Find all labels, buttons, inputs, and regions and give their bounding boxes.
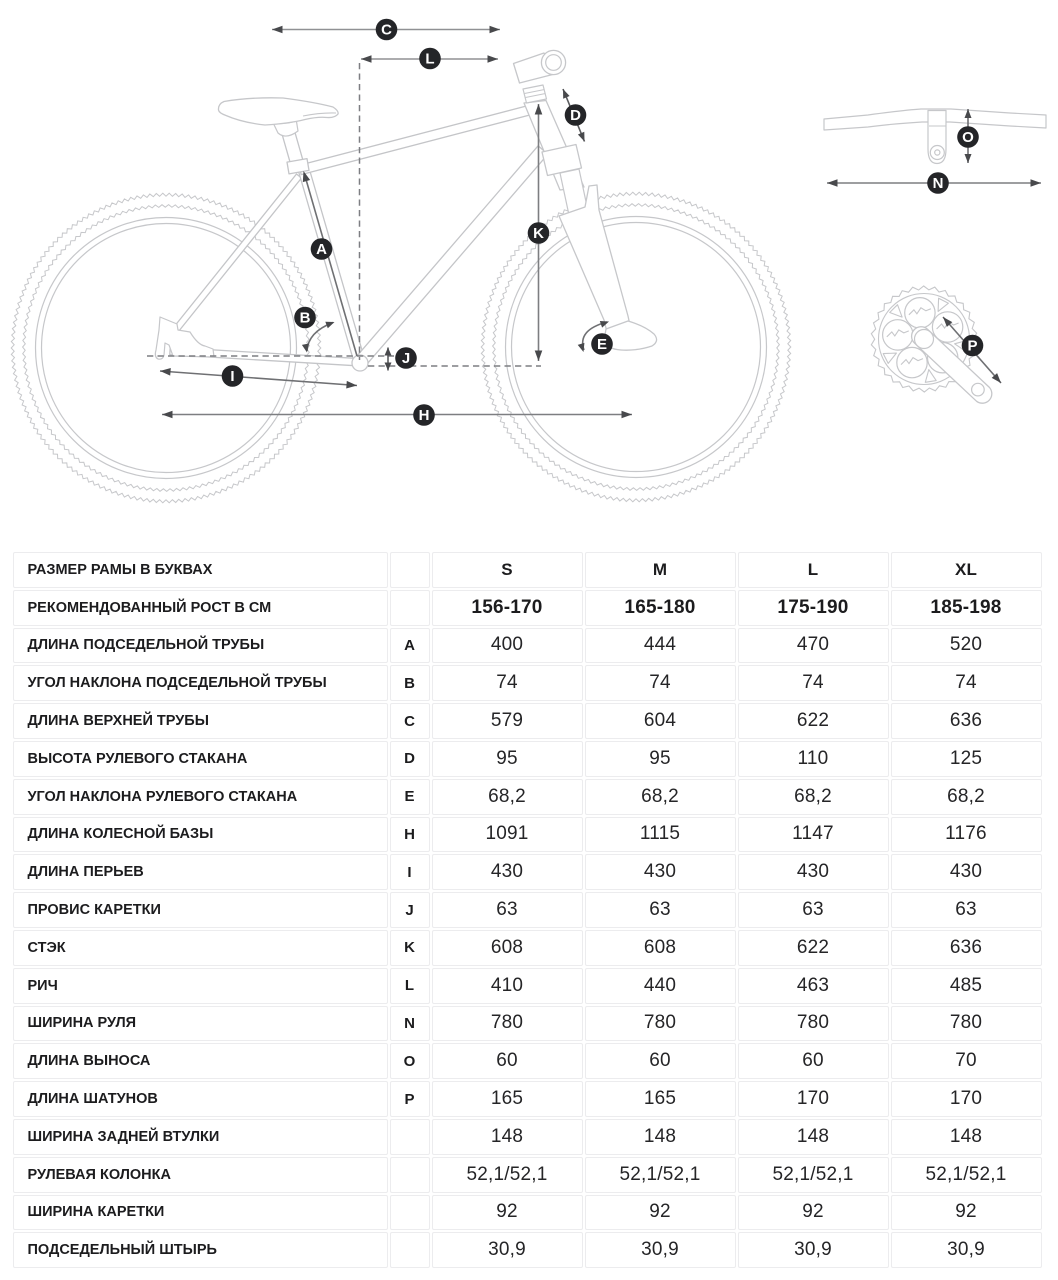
svg-text:E: E [597,336,607,353]
svg-text:I: I [230,368,234,385]
svg-text:H: H [419,407,430,424]
svg-text:D: D [570,107,581,124]
svg-text:N: N [933,175,944,192]
svg-text:A: A [316,241,327,258]
svg-text:O: O [962,129,974,146]
svg-text:P: P [967,338,977,355]
svg-text:K: K [533,225,544,242]
svg-text:J: J [402,350,410,367]
svg-text:L: L [425,51,434,68]
svg-text:C: C [381,22,392,39]
svg-text:B: B [300,310,311,327]
